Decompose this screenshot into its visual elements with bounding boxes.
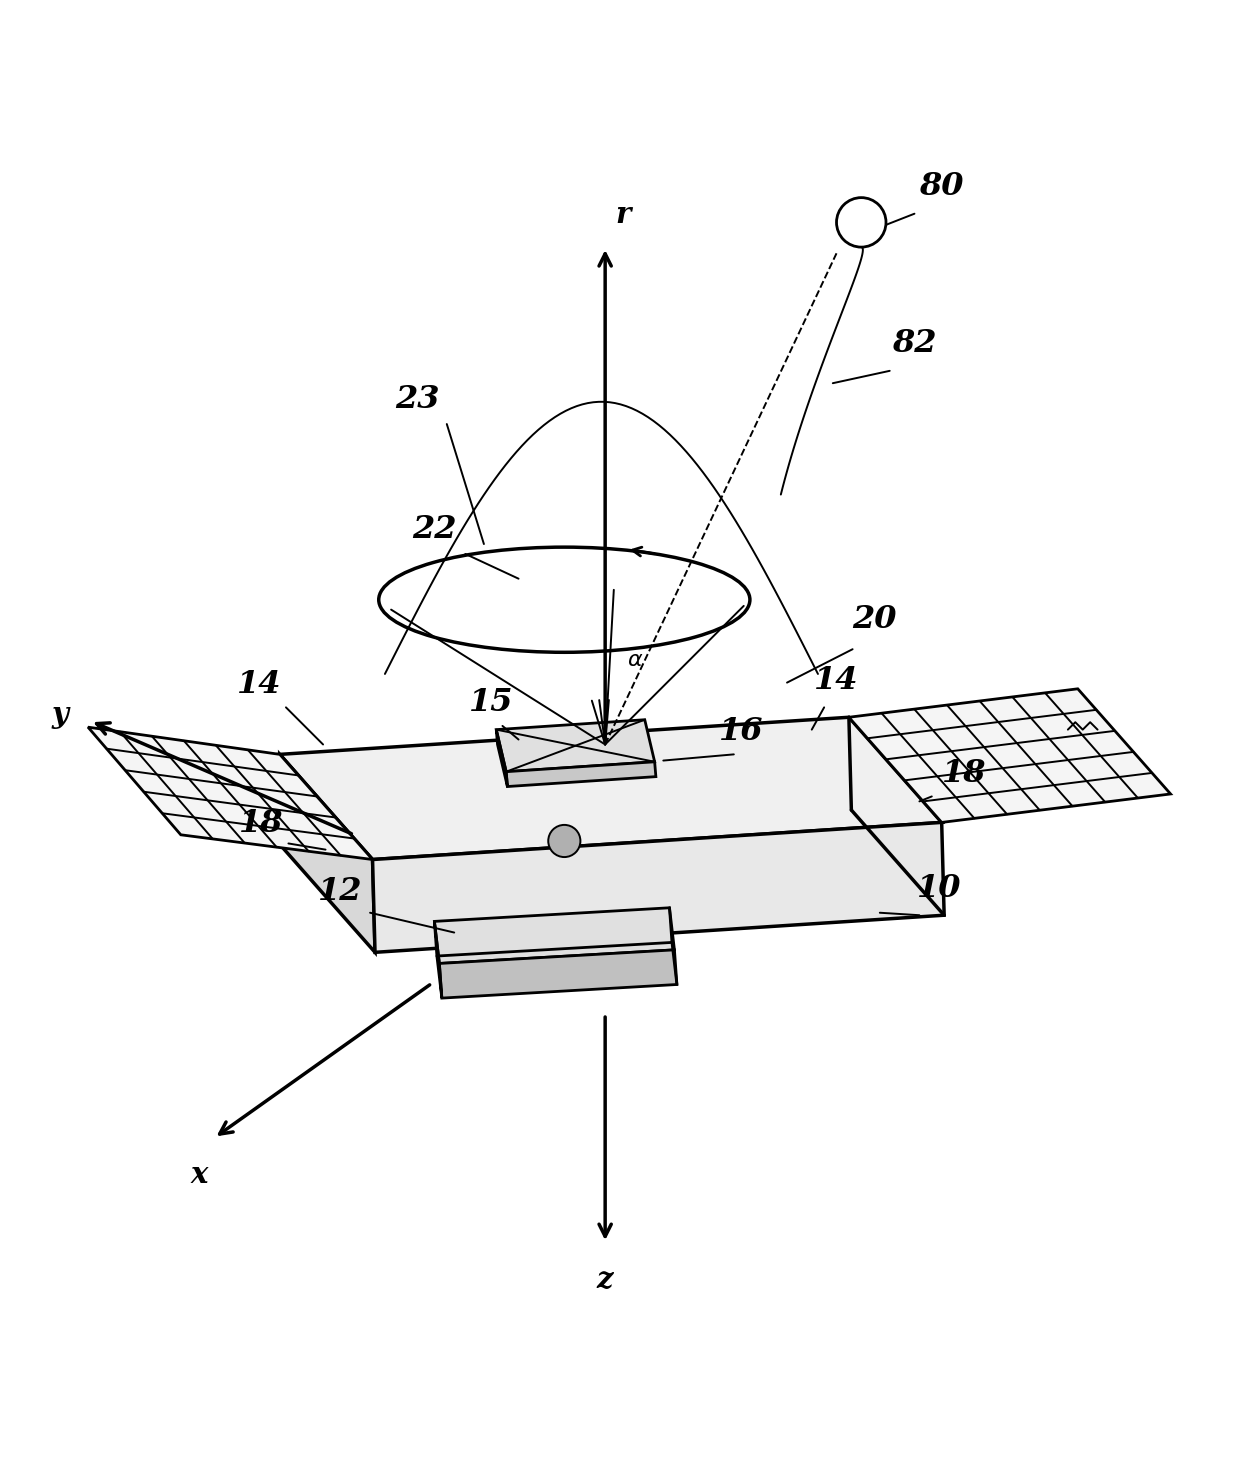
Text: 20: 20 [853,604,897,635]
Text: 22: 22 [412,513,456,545]
Polygon shape [506,761,656,787]
Circle shape [548,825,580,858]
Polygon shape [496,730,507,787]
Polygon shape [439,950,677,999]
Polygon shape [434,922,441,999]
Text: 18: 18 [941,758,986,788]
Text: 16: 16 [719,715,764,746]
Text: r: r [615,199,630,229]
Text: 80: 80 [919,171,963,202]
Polygon shape [372,822,944,953]
Text: z: z [596,1266,614,1294]
Text: 23: 23 [394,384,439,416]
Polygon shape [88,727,372,859]
Text: x: x [191,1160,208,1189]
Text: 18: 18 [239,809,284,840]
Polygon shape [280,754,374,953]
Text: 10: 10 [916,873,961,904]
Polygon shape [280,717,941,859]
Text: 14: 14 [237,668,281,699]
Polygon shape [849,689,1171,822]
Text: 12: 12 [319,877,362,907]
Text: 14: 14 [815,665,859,696]
Text: y: y [51,700,68,729]
Text: 82: 82 [893,328,936,359]
Polygon shape [496,720,655,772]
Text: $\alpha$: $\alpha$ [627,649,644,671]
Text: 15: 15 [469,687,513,718]
Polygon shape [434,908,675,963]
